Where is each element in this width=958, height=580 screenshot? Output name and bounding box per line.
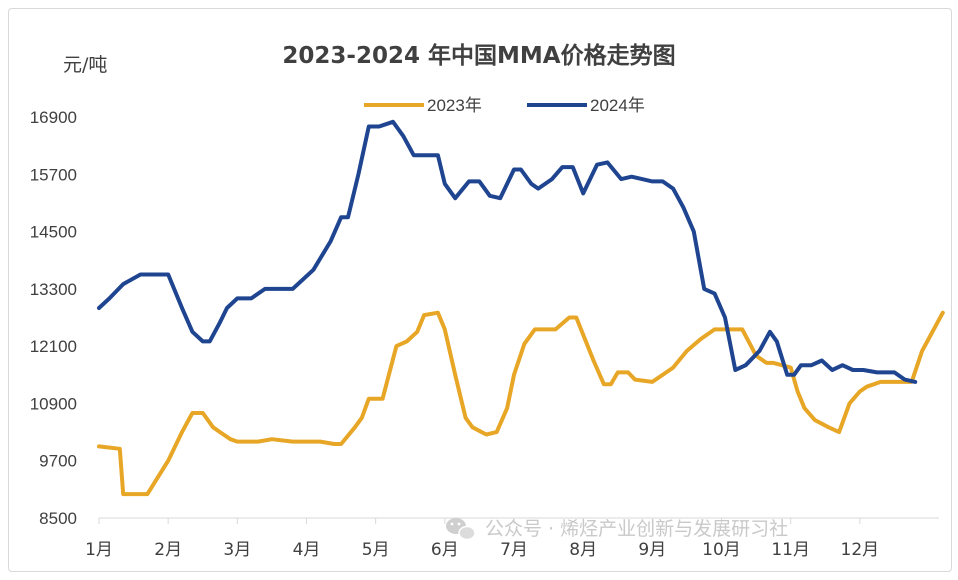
watermark-text: 公众号 · 烯烃产业创新与发展研习社 [485, 518, 788, 540]
chart-title: 2023-2024 年中国MMA价格走势图 [282, 42, 675, 69]
y-tick-label: 16900 [30, 108, 77, 127]
x-tick-label: 8月 [569, 540, 597, 560]
x-axis: 1月 2月 3月 4月 5月 6月 7月 8月 9月 10月 11月 12月 [85, 518, 879, 560]
x-tick-label: 2月 [154, 540, 182, 560]
x-tick-label: 4月 [293, 540, 321, 560]
wechat-icon [446, 518, 476, 541]
x-tick-label: 7月 [500, 540, 528, 560]
watermark: 公众号 · 烯烃产业创新与发展研习社 [446, 518, 788, 541]
x-tick-label: 6月 [431, 540, 459, 560]
series-line-2024 [97, 119, 918, 384]
chart-frame: 2023-2024 年中国MMA价格走势图 元/吨 2023年 2024年 85… [8, 8, 952, 572]
series-line-2023 [97, 310, 945, 497]
y-tick-label: 12100 [30, 337, 77, 356]
y-tick-label: 10900 [30, 394, 77, 413]
y-axis-unit: 元/吨 [63, 54, 107, 76]
legend: 2023年 2024年 [364, 96, 645, 115]
y-tick-label: 8500 [39, 509, 77, 528]
y-axis: 8500 9700 10900 12100 13300 14500 15700 16900 [30, 108, 77, 528]
x-tick-label: 10月 [702, 540, 741, 560]
y-tick-label: 14500 [30, 223, 77, 242]
x-tick-label: 3月 [223, 540, 251, 560]
series-layer [97, 119, 945, 497]
x-tick-label: 5月 [362, 540, 390, 560]
x-tick-label: 11月 [771, 540, 810, 560]
price-line-chart: 2023-2024 年中国MMA价格走势图 元/吨 2023年 2024年 85… [30, 42, 945, 560]
x-tick-label: 9月 [638, 540, 666, 560]
y-tick-label: 13300 [30, 280, 77, 299]
y-tick-label: 15700 [30, 165, 77, 184]
y-tick-label: 9700 [39, 452, 77, 471]
legend-label-2024: 2024年 [590, 96, 645, 115]
x-tick-label: 12月 [841, 540, 880, 560]
legend-label-2023: 2023年 [427, 96, 482, 115]
x-tick-label: 1月 [85, 540, 113, 560]
